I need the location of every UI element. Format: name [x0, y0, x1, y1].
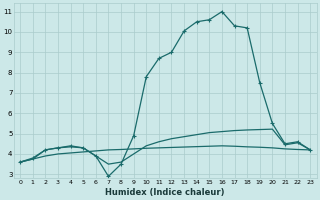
X-axis label: Humidex (Indice chaleur): Humidex (Indice chaleur)	[106, 188, 225, 197]
